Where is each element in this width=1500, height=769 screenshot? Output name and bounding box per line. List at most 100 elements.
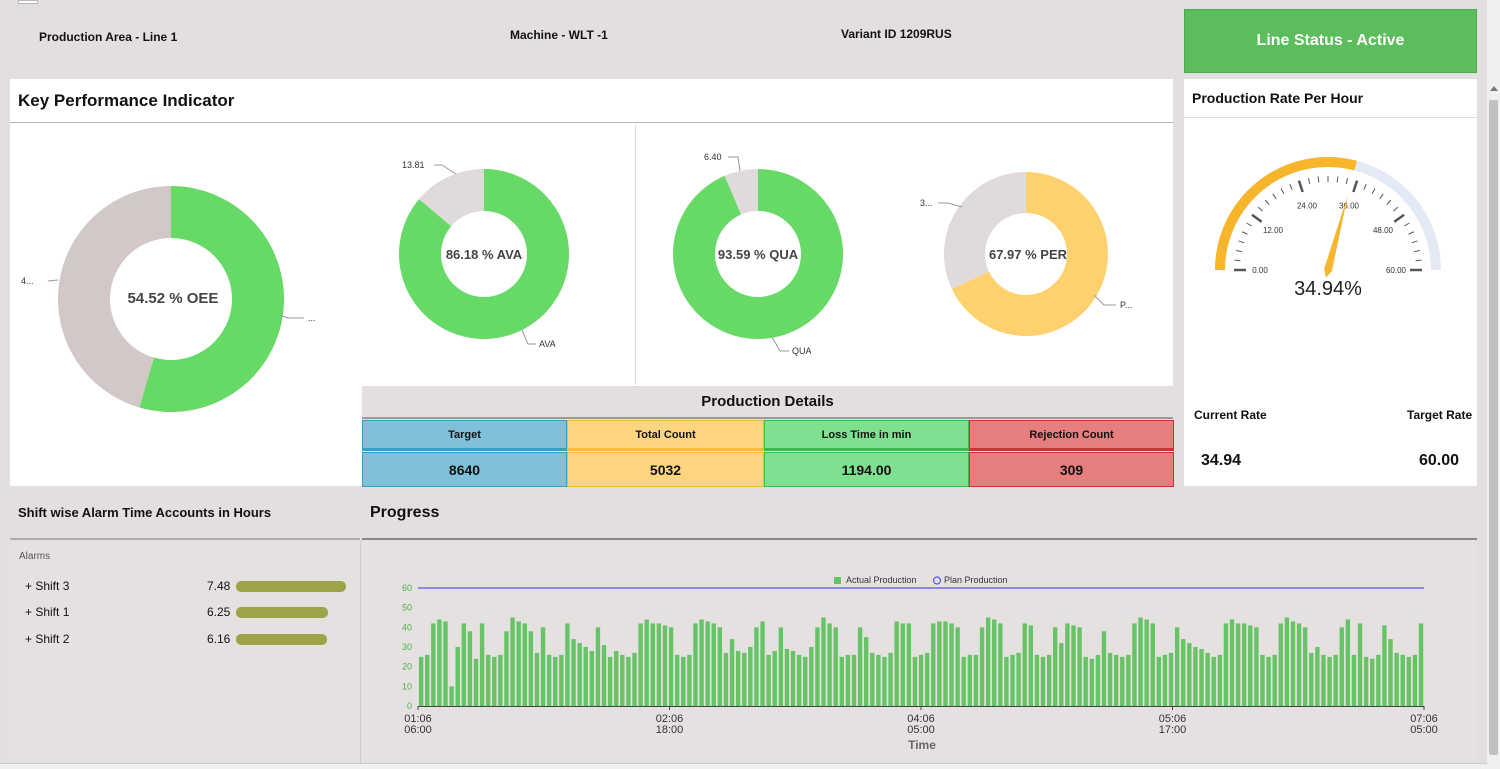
- alarms-header: Alarms: [19, 551, 51, 562]
- gauge-value-label: 34.94%: [1294, 278, 1362, 300]
- production-bar: [1309, 652, 1314, 706]
- oee-donut-chart: 54.52 % OEE 4... ...: [21, 186, 316, 412]
- per-series-label: P...: [1120, 300, 1132, 310]
- legend-actual-label: Actual Production: [846, 575, 917, 585]
- production-bar: [607, 656, 613, 706]
- production-bar: [1254, 627, 1259, 706]
- production-bar: [449, 686, 454, 706]
- production-bar: [809, 647, 814, 706]
- gauge-tick: [1289, 183, 1293, 190]
- production-bar: [839, 656, 844, 706]
- production-bar: [943, 621, 948, 706]
- per-top-label: 3...: [920, 198, 933, 208]
- alarm-row[interactable]: + Shift 3 7.48: [20, 579, 355, 595]
- production-bar: [1217, 654, 1223, 706]
- total-count-value: 5032: [567, 452, 764, 487]
- production-bar: [1406, 656, 1412, 706]
- production-bar: [735, 650, 741, 706]
- production-bar: [961, 656, 966, 706]
- gauge-tick: [1336, 176, 1339, 183]
- target-rate-value: 60.00: [1419, 452, 1460, 469]
- production-details-title: Production Details: [701, 393, 834, 410]
- y-tick-label: 60: [402, 583, 412, 593]
- production-bar: [1022, 623, 1027, 706]
- rate-title-divider: [1184, 117, 1477, 118]
- production-bar: [1266, 656, 1271, 706]
- production-bar: [674, 654, 680, 706]
- production-bar: [754, 627, 759, 706]
- production-bar: [729, 639, 735, 706]
- chart-legend: Actual Production Plan Production: [834, 575, 1008, 585]
- production-bar: [473, 658, 479, 706]
- production-bar: [1071, 625, 1076, 706]
- production-bar: [571, 639, 576, 706]
- production-bar: [845, 654, 851, 706]
- gauge-tick: [1264, 199, 1270, 205]
- gauge-tick: [1246, 222, 1253, 227]
- kpi-title: Key Performance Indicator: [18, 91, 235, 110]
- production-bar: [1327, 656, 1332, 706]
- production-bar: [912, 656, 918, 706]
- y-tick-label: 10: [402, 681, 412, 691]
- production-bar: [924, 652, 930, 706]
- production-bar: [1290, 621, 1296, 706]
- qua-center-label: 93.59 % QUA: [718, 247, 799, 262]
- gauge-tick: [1363, 183, 1367, 190]
- gauge-tick: [1371, 188, 1376, 195]
- production-bar: [888, 652, 893, 706]
- production-bar: [1321, 654, 1326, 706]
- loss-time-header: Loss Time in min: [764, 420, 969, 451]
- donut-value-slice: [951, 172, 1108, 336]
- production-bar: [778, 627, 784, 706]
- production-bar: [1193, 647, 1198, 706]
- alarm-row-value: 6.25: [207, 605, 231, 619]
- production-bar: [1004, 656, 1009, 706]
- current-rate-label: Current Rate: [1194, 408, 1267, 422]
- production-bar: [492, 656, 497, 706]
- production-bar: [418, 656, 424, 706]
- scrollbar-thumb[interactable]: [1489, 100, 1498, 755]
- production-bar: [522, 623, 527, 706]
- current-rate-value: 34.94: [1201, 452, 1242, 469]
- alarm-row-bar: [236, 634, 327, 645]
- production-bar: [1223, 623, 1229, 706]
- gauge-tick: [1393, 206, 1399, 212]
- production-bar: [790, 650, 796, 706]
- alarm-row-bar: [236, 581, 346, 592]
- production-bar: [425, 654, 430, 706]
- production-bar: [833, 627, 838, 706]
- y-tick-label: 40: [402, 622, 412, 632]
- production-bar: [772, 650, 777, 706]
- production-bar: [1059, 643, 1064, 706]
- production-bar: [1010, 654, 1015, 706]
- x-tick-label: 01:06: [404, 713, 432, 725]
- y-tick-label: 50: [402, 603, 412, 613]
- total-count-header: Total Count: [567, 420, 764, 451]
- y-tick-label: 20: [402, 662, 412, 672]
- x-axis-title: Time: [908, 738, 936, 752]
- production-bar: [1229, 619, 1235, 706]
- production-bar: [985, 617, 991, 706]
- scroll-up-arrow[interactable]: [1490, 86, 1498, 91]
- alarm-row[interactable]: + Shift 2 6.16: [20, 632, 355, 648]
- x-tick-label: 04:06: [907, 713, 935, 725]
- gauge-tick: [1408, 231, 1415, 235]
- production-bar: [461, 623, 466, 706]
- production-bar: [540, 627, 546, 706]
- donut-value-slice: [139, 186, 284, 412]
- gauge-tick: [1235, 249, 1243, 253]
- gauge-tick: [1307, 177, 1311, 185]
- x-tick-label: 05:06: [1159, 713, 1187, 725]
- production-bar: [760, 621, 765, 706]
- alarm-row[interactable]: + Shift 1 6.25: [20, 605, 355, 621]
- production-bar: [1394, 652, 1399, 706]
- production-bar: [1120, 656, 1125, 706]
- production-bar: [967, 654, 973, 706]
- production-bar: [577, 643, 582, 706]
- production-bar: [1034, 654, 1040, 706]
- gauge-tick: [1297, 180, 1304, 193]
- production-bar: [949, 623, 954, 706]
- progress-title-divider: [362, 538, 1477, 540]
- qua-series-label: QUA: [792, 346, 812, 356]
- production-bar: [626, 656, 631, 706]
